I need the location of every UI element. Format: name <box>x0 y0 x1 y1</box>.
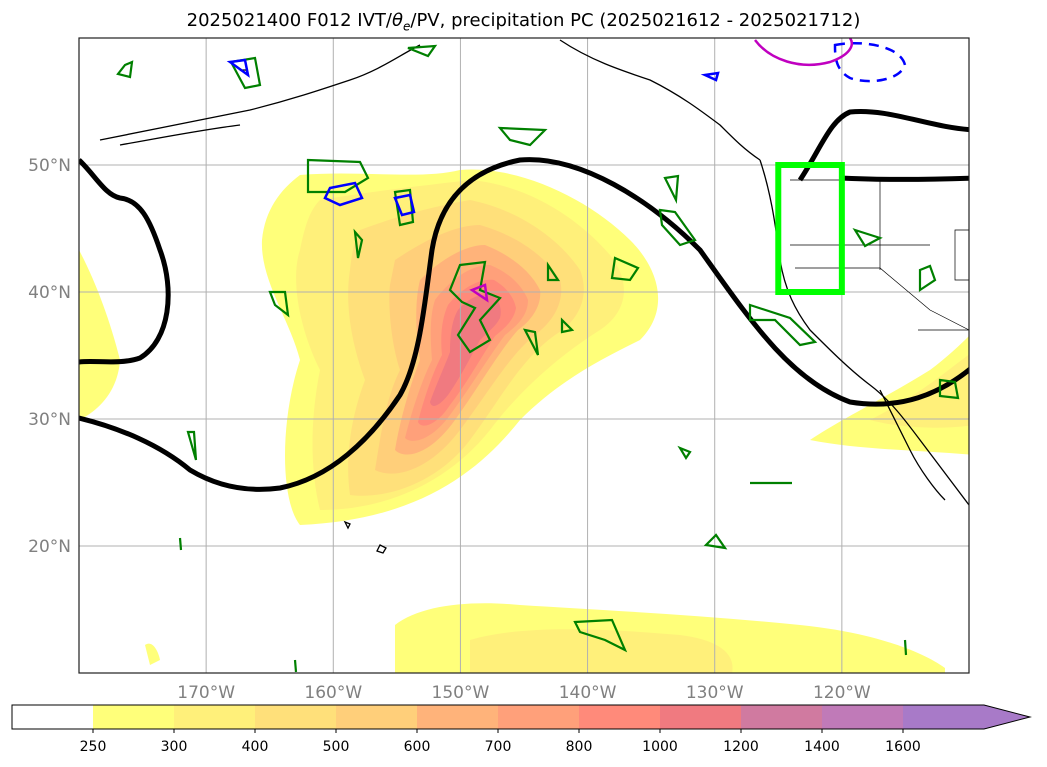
lon-tick-label: 140°W <box>559 683 617 703</box>
colorbar-segment <box>579 705 661 729</box>
region-box <box>775 162 845 295</box>
colorbar-label: 500 <box>323 739 350 755</box>
colorbar-label: 1400 <box>804 739 840 755</box>
pv-contours <box>226 38 907 303</box>
colorbar-segment <box>660 705 742 729</box>
lon-tick-label: 150°W <box>432 683 490 703</box>
colorbar-label: 300 <box>161 739 188 755</box>
colorbar-outline <box>11 704 1032 730</box>
colorbar-extend-arrow <box>984 705 1030 729</box>
colorbar-segment <box>255 705 337 729</box>
lat-tick-label: 50°N <box>28 156 71 176</box>
colorbar: 250 300 400 500 600 700 800 1000 1200 1400 1600 <box>11 704 1032 755</box>
lon-tick-label: 130°W <box>686 683 744 703</box>
map-frame <box>78 37 970 674</box>
colorbar-label: 600 <box>404 739 431 755</box>
colorbar-segment <box>903 705 985 729</box>
colorbar-segment <box>741 705 823 729</box>
colorbar-label: 1200 <box>723 739 759 755</box>
colorbar-segment <box>336 705 418 729</box>
lat-tick-label: 20°N <box>28 537 71 557</box>
colorbar-segment <box>498 705 580 729</box>
lon-tick-label: 160°W <box>304 683 362 703</box>
colorbar-label: 800 <box>566 739 593 755</box>
lon-tick-label: 170°W <box>177 683 235 703</box>
colorbar-label: 700 <box>485 739 512 755</box>
map-title: 2025021400 F012 IVT/θe/PV, precipitation… <box>186 10 861 34</box>
lat-tick-label: 30°N <box>28 410 71 430</box>
colorbar-label: 1600 <box>885 739 921 755</box>
lon-tick-label: 120°W <box>813 683 871 703</box>
lat-tick-label: 40°N <box>28 283 71 303</box>
colorbar-segment <box>93 705 175 729</box>
lon-tick-labels: 170°W 160°W 150°W 140°W 130°W 120°W <box>177 683 871 703</box>
lat-tick-labels: 20°N 30°N 40°N 50°N <box>28 156 71 557</box>
colorbar-segment <box>174 705 256 729</box>
colorbar-segment <box>417 705 499 729</box>
theta-e-contours <box>79 108 969 492</box>
gridlines <box>79 38 969 673</box>
colorbar-label: 400 <box>242 739 269 755</box>
colorbar-label: 1000 <box>642 739 678 755</box>
colorbar-label: 250 <box>80 739 107 755</box>
colorbar-segment <box>822 705 904 729</box>
colorbar-segment <box>12 705 94 729</box>
